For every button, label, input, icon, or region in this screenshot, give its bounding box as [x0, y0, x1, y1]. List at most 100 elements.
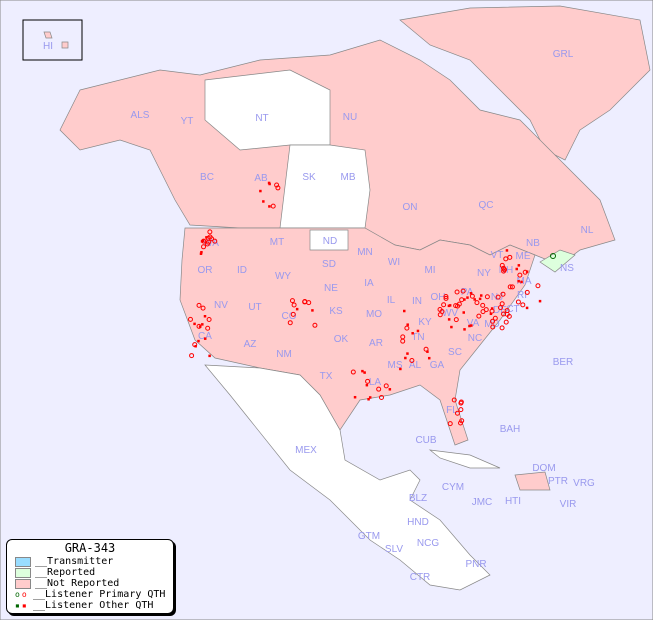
listener-primary-marker: [289, 298, 295, 304]
region-label-ne: NE: [324, 283, 338, 294]
region-label-tn: TN: [411, 332, 424, 343]
listener-primary-marker: [287, 320, 293, 326]
listener-primary-marker: [460, 288, 466, 294]
listener-other-marker: [203, 315, 207, 318]
listener-other-marker: [368, 396, 372, 399]
listener-other-marker: [515, 267, 519, 271]
listener-primary-marker: [454, 289, 460, 295]
listener-primary-marker: [458, 420, 464, 426]
listener-other-marker: [489, 312, 493, 316]
listener-primary-marker: [515, 299, 521, 305]
legend-label: __Listener Other QTH: [33, 599, 154, 611]
listener-primary-marker: [492, 315, 498, 321]
region-label-va: VA: [467, 318, 480, 329]
listener-primary-marker: [520, 302, 526, 308]
listener-primary-marker: [437, 312, 443, 318]
region-label-dom: DOM: [532, 463, 555, 474]
listener-primary-marker: [535, 283, 541, 289]
listener-primary-marker: [376, 386, 382, 392]
listener-primary-marker: [291, 302, 297, 308]
region-label-tx: TX: [320, 371, 333, 382]
region-label-yt: YT: [181, 116, 194, 127]
listener-other-marker: [517, 279, 520, 283]
listener-primary-marker: [458, 407, 464, 413]
region-label-co: CO: [282, 311, 297, 322]
listener-other-marker: [388, 388, 392, 391]
region-label-cub: CUB: [415, 435, 436, 446]
region-label-vt: VT: [491, 250, 504, 261]
listener-other-marker: [200, 250, 203, 254]
region-label-wv: WV: [442, 308, 458, 319]
cuba: [428, 449, 501, 469]
listener-other-marker: [197, 339, 200, 343]
listener-other-marker: [201, 323, 204, 326]
listener-primary-marker: [499, 325, 505, 331]
listener-primary-marker: [503, 319, 509, 325]
listener-primary-marker: [196, 323, 202, 329]
listener-other-marker: [448, 304, 452, 307]
listener-other-marker: [416, 329, 420, 333]
listener-other-marker: [478, 297, 482, 301]
region-label-nt: NT: [255, 113, 268, 124]
listener-primary-marker: [509, 284, 515, 290]
region-label-ok: OK: [334, 334, 349, 345]
legend-other-qth: ▪ ▪ __Listener Other QTH: [7, 600, 173, 611]
listener-primary-marker: [383, 383, 389, 389]
region-label-hi: HI: [43, 41, 53, 52]
region-label-nd: ND: [323, 236, 337, 247]
listener-primary-marker: [378, 394, 384, 400]
region-label-wi: WI: [388, 257, 400, 268]
legend: GRA-343 __Transmitter __Reported __Not R…: [6, 539, 174, 614]
region-label-on: ON: [403, 202, 418, 213]
region-label-mi: MI: [424, 265, 435, 276]
listener-other-marker: [199, 252, 203, 255]
listener-primary-marker: [503, 256, 509, 262]
region-label-ks: KS: [329, 306, 343, 317]
legend-title: GRA-343: [64, 541, 116, 555]
listener-other-marker: [411, 332, 414, 335]
region-label-ns: NS: [560, 263, 574, 274]
listener-other-marker: [406, 323, 409, 326]
listener-primary-marker: [447, 421, 453, 427]
region-label-ct: CT: [506, 304, 519, 315]
region-label-la: LA: [369, 377, 382, 388]
hawaii: [43, 31, 69, 49]
listener-primary-marker: [469, 293, 475, 299]
listener-primary-marker: [453, 317, 459, 323]
region-label-me: ME: [516, 251, 531, 262]
hawaii-inset: [22, 19, 83, 61]
listener-primary-marker: [507, 284, 513, 290]
legend-not-reported: __Not Reported: [7, 578, 173, 589]
listener-primary-marker-reported: [550, 253, 556, 259]
region-label-qc: QC: [479, 200, 494, 211]
listener-primary-marker: [476, 313, 482, 319]
listener-other-marker: [468, 324, 471, 328]
region-label-gtm: GTM: [358, 531, 380, 542]
region-label-hti: HTI: [505, 496, 521, 507]
listener-other-marker: [399, 367, 402, 371]
region-label-blz: BLZ: [409, 493, 427, 504]
not-reported-swatch: [15, 578, 31, 589]
listener-other-marker: [198, 325, 202, 328]
listener-other-marker: [538, 299, 542, 303]
listener-primary-marker: [490, 318, 496, 324]
region-label-mt: MT: [270, 237, 284, 248]
region-label-bc: BC: [200, 172, 214, 183]
listener-other-marker: [490, 307, 494, 310]
listener-other-marker: [367, 398, 370, 401]
listener-other-marker: [201, 239, 205, 242]
listener-primary-marker: [490, 324, 496, 330]
legend-transmitter: __Transmitter: [7, 556, 173, 567]
region-label-ut: UT: [248, 302, 261, 313]
region-label-wa: WA: [203, 238, 219, 249]
listener-other-marker: [450, 325, 453, 329]
listener-other-marker: [193, 322, 196, 326]
region-label-pa: PA: [461, 287, 474, 298]
region-label-pnr: PNR: [465, 559, 486, 570]
listener-other-marker: [517, 264, 521, 267]
greenland: [399, 5, 651, 161]
region-label-ny: NY: [477, 268, 491, 279]
listener-other-marker: [466, 296, 469, 299]
usa: [179, 227, 536, 446]
region-label-nj: NJ: [491, 292, 503, 303]
